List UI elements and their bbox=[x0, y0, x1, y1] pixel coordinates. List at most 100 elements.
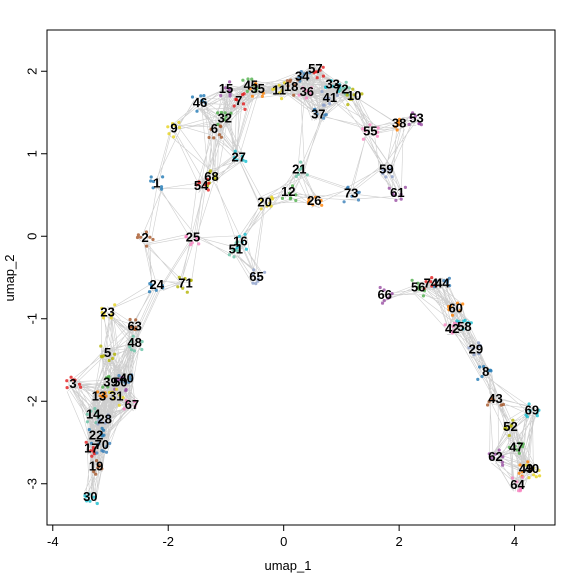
cell-point bbox=[234, 249, 238, 253]
cell-point bbox=[245, 89, 249, 93]
cell-point bbox=[286, 84, 290, 88]
cell-point bbox=[518, 463, 522, 467]
cell-point bbox=[451, 324, 455, 328]
cell-point bbox=[524, 413, 528, 417]
cell-point bbox=[455, 319, 459, 323]
cluster-label: 44 bbox=[435, 276, 450, 291]
cell-point bbox=[321, 74, 325, 78]
cell-point bbox=[105, 444, 109, 449]
cell-point bbox=[304, 89, 308, 93]
cell-point bbox=[342, 86, 346, 90]
cell-point bbox=[320, 203, 324, 207]
cluster-label: 57 bbox=[308, 61, 322, 76]
cell-point bbox=[280, 196, 285, 200]
cell-point bbox=[321, 65, 325, 69]
cell-point bbox=[429, 280, 433, 284]
cell-point bbox=[129, 377, 133, 381]
cell-point bbox=[100, 449, 104, 453]
cluster-label: 53 bbox=[409, 111, 423, 126]
cluster-label: 26 bbox=[307, 193, 321, 208]
cell-point bbox=[509, 424, 513, 428]
cell-point bbox=[277, 91, 282, 95]
cell-point bbox=[280, 97, 284, 101]
cell-point bbox=[269, 204, 273, 208]
cell-point bbox=[320, 90, 324, 94]
cell-point bbox=[380, 301, 385, 305]
cluster-label: 43 bbox=[488, 391, 502, 406]
cell-point bbox=[311, 203, 315, 207]
cell-point bbox=[390, 191, 395, 195]
cell-point bbox=[382, 288, 386, 292]
cell-point bbox=[356, 198, 361, 202]
cell-point bbox=[130, 373, 134, 377]
cell-point bbox=[69, 375, 73, 379]
cell-point bbox=[228, 80, 232, 84]
cell-point bbox=[389, 170, 393, 174]
cell-point bbox=[507, 434, 511, 438]
plot-frame bbox=[46, 29, 556, 526]
cluster-label: 54 bbox=[194, 178, 209, 193]
cell-point bbox=[277, 83, 281, 87]
cluster-label: 5 bbox=[104, 345, 111, 360]
cell-point bbox=[181, 286, 185, 290]
cluster-label: 62 bbox=[488, 449, 502, 464]
cell-point bbox=[323, 96, 327, 100]
cell-point bbox=[190, 241, 194, 245]
cell-point bbox=[527, 476, 531, 480]
cell-point bbox=[231, 248, 235, 252]
cell-point bbox=[207, 135, 211, 140]
cell-point bbox=[107, 416, 111, 420]
cluster-label: 9 bbox=[170, 120, 177, 135]
cell-point bbox=[338, 85, 342, 90]
cluster-label: 3 bbox=[69, 376, 76, 391]
cell-point bbox=[322, 116, 326, 120]
cell-point bbox=[235, 98, 239, 102]
cell-point bbox=[288, 80, 292, 84]
cell-point bbox=[219, 110, 223, 115]
cell-point bbox=[487, 369, 491, 373]
cell-point bbox=[280, 88, 284, 92]
cell-point bbox=[462, 319, 466, 323]
cluster-label: 2 bbox=[141, 230, 148, 245]
cell-point bbox=[417, 285, 421, 289]
cell-point bbox=[123, 381, 127, 385]
cell-point bbox=[71, 378, 76, 382]
cell-point bbox=[237, 249, 241, 253]
cell-point bbox=[134, 318, 138, 322]
cell-point bbox=[167, 132, 171, 136]
cell-point bbox=[93, 407, 97, 411]
cell-point bbox=[237, 234, 241, 239]
cell-point bbox=[432, 285, 437, 289]
cell-point bbox=[335, 93, 339, 97]
cell-point bbox=[135, 235, 140, 240]
cell-point bbox=[477, 352, 481, 356]
cell-point bbox=[92, 470, 96, 474]
cell-point bbox=[117, 374, 121, 378]
cell-point bbox=[127, 375, 131, 379]
cell-point bbox=[227, 253, 231, 257]
cell-point bbox=[199, 94, 203, 98]
cluster-label: 15 bbox=[219, 81, 233, 96]
cell-point bbox=[538, 474, 542, 478]
cell-point bbox=[148, 235, 152, 239]
cell-point bbox=[228, 94, 232, 98]
cell-point bbox=[254, 282, 258, 286]
cell-point bbox=[344, 85, 348, 90]
y-tick-label: -3 bbox=[24, 478, 39, 490]
cell-point bbox=[296, 78, 300, 82]
cell-point bbox=[300, 75, 304, 79]
cluster-label: 48 bbox=[127, 335, 141, 350]
cluster-label: 31 bbox=[109, 389, 123, 404]
cell-point bbox=[101, 385, 105, 389]
cell-point bbox=[127, 380, 131, 384]
cell-point bbox=[417, 122, 421, 126]
cell-point bbox=[307, 197, 311, 201]
cell-point bbox=[450, 313, 455, 317]
cell-point bbox=[410, 278, 414, 282]
cell-point bbox=[83, 494, 87, 498]
cell-point bbox=[461, 327, 465, 331]
cell-point bbox=[91, 446, 95, 450]
cell-point bbox=[467, 346, 471, 350]
cell-point bbox=[159, 185, 164, 189]
cell-point bbox=[507, 445, 511, 449]
